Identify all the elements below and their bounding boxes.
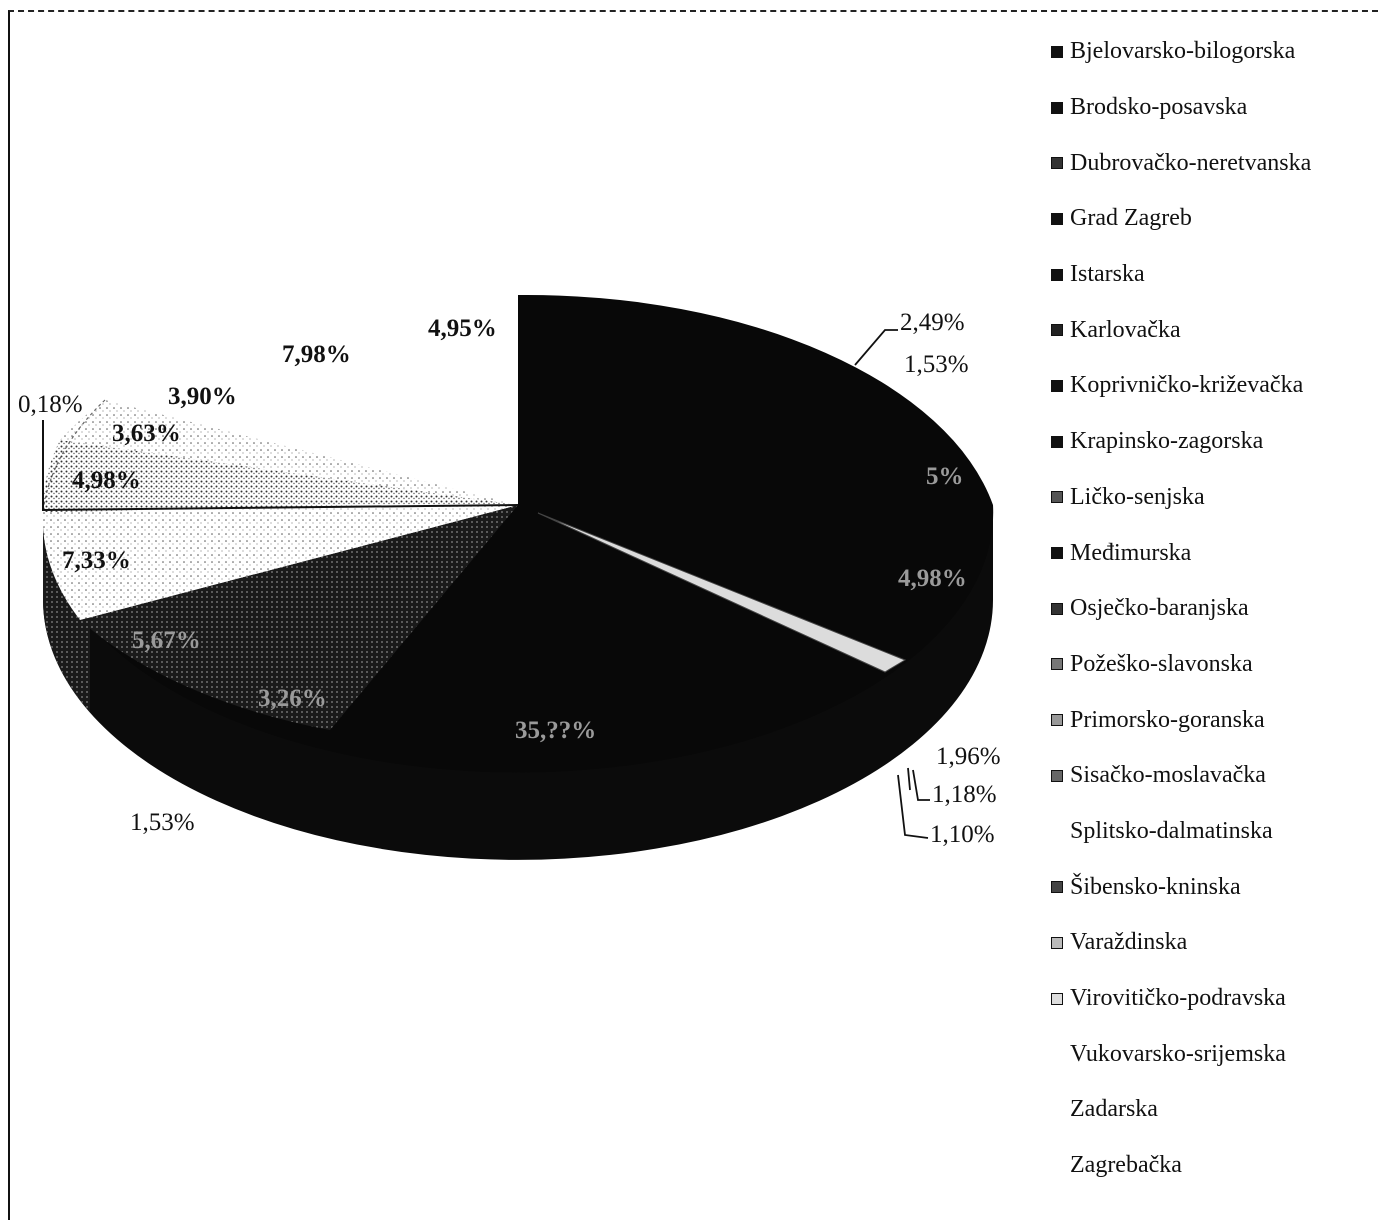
legend-swatch <box>1051 658 1063 671</box>
legend-swatch <box>1051 992 1063 1005</box>
leader-1-18 <box>912 769 930 801</box>
legend-label: Međimurska <box>1070 539 1192 566</box>
legend-swatch <box>1051 491 1063 504</box>
legend-label: Istarska <box>1070 261 1145 288</box>
legend-swatch <box>1051 769 1063 782</box>
legend-label: Vukovarsko-srijemska <box>1070 1040 1286 1067</box>
legend-label: Primorsko-goranska <box>1070 706 1265 733</box>
label-5-67: 5,67% <box>132 627 201 654</box>
legend-item: Virovitičko-podravska <box>1040 971 1370 1027</box>
legend-swatch <box>1051 936 1063 949</box>
legend-swatch <box>1051 1104 1063 1116</box>
legend-item: Šibensko-kninska <box>1040 859 1370 915</box>
label-0-18: 0,18% <box>18 391 83 418</box>
legend-item: Karlovačka <box>1040 302 1370 358</box>
legend-item: Brodsko-posavska <box>1040 80 1370 136</box>
legend-label: Zagrebačka <box>1070 1152 1182 1179</box>
chart-legend: Bjelovarsko-bilogorska Brodsko-posavska Du… <box>1040 24 1370 1193</box>
legend-label: Brodsko-posavska <box>1070 94 1248 121</box>
legend-swatch <box>1051 825 1063 837</box>
legend-label: Zadarska <box>1070 1096 1158 1123</box>
leader-1-96 <box>907 767 911 791</box>
pie-slice-dotted-dark <box>80 505 518 730</box>
label-1-53-top: 1,53% <box>904 351 969 378</box>
pie-slice-white-top <box>105 294 518 505</box>
legend-swatch <box>1051 1048 1063 1060</box>
legend-swatch <box>1051 101 1063 114</box>
label-4-98-right: 4,98% <box>898 565 967 592</box>
legend-swatch <box>1051 602 1063 615</box>
legend-label: Koprivničko-križevačka <box>1070 372 1304 399</box>
legend-item: Grad Zagreb <box>1040 191 1370 247</box>
label-5-right: 5% <box>926 463 964 490</box>
legend-swatch <box>1051 324 1063 337</box>
legend-swatch <box>1051 212 1063 225</box>
legend-label: Bjelovarsko-bilogorska <box>1070 38 1296 65</box>
legend-label: Osječko-baranjska <box>1070 595 1249 622</box>
legend-label: Krapinsko-zagorska <box>1070 428 1264 455</box>
pie-side-band-left-pattern <box>43 510 90 712</box>
label-1-18: 1,18% <box>932 781 997 808</box>
legend-label: Grad Zagreb <box>1070 205 1192 232</box>
legend-item: Zadarska <box>1040 1082 1370 1138</box>
legend-item: Splitsko-dalmatinska <box>1040 804 1370 860</box>
legend-swatch <box>1051 1160 1063 1172</box>
legend-item: Koprivničko-križevačka <box>1040 358 1370 414</box>
legend-label: Virovitičko-podravska <box>1070 985 1286 1012</box>
legend-swatch <box>1051 379 1063 392</box>
legend-item: Dubrovačko-neretvanska <box>1040 135 1370 191</box>
legend-swatch <box>1051 157 1063 170</box>
legend-label: Šibensko-kninska <box>1070 873 1241 900</box>
legend-swatch <box>1051 881 1063 894</box>
legend-label: Varaždinska <box>1070 929 1188 956</box>
legend-item: Međimurska <box>1040 525 1370 581</box>
legend-label: Sisačko-moslavačka <box>1070 762 1266 789</box>
legend-item: Vukovarsko-srijemska <box>1040 1026 1370 1082</box>
label-4-95: 4,95% <box>428 315 497 342</box>
leader-2-49 <box>854 329 898 366</box>
legend-item: Primorsko-goranska <box>1040 692 1370 748</box>
label-7-98: 7,98% <box>282 341 351 368</box>
pie-slice-light-sliver <box>537 512 907 673</box>
legend-swatch <box>1051 45 1063 58</box>
label-1-10: 1,10% <box>930 821 995 848</box>
label-7-33: 7,33% <box>62 547 131 574</box>
legend-item: Bjelovarsko-bilogorska <box>1040 24 1370 80</box>
legend-item: Osječko-baranjska <box>1040 581 1370 637</box>
leader-0-18 <box>42 420 519 512</box>
label-3-26: 3,26% <box>258 685 327 712</box>
legend-swatch <box>1051 547 1063 560</box>
legend-label: Ličko-senjska <box>1070 483 1205 510</box>
legend-item: Krapinsko-zagorska <box>1040 414 1370 470</box>
pie-slice-7-33 <box>42 505 519 620</box>
label-center: 35,??% <box>515 717 596 744</box>
legend-label: Karlovačka <box>1070 316 1181 343</box>
legend-label: Splitsko-dalmatinska <box>1070 817 1273 844</box>
label-3-90: 3,90% <box>168 383 237 410</box>
legend-item: Varaždinska <box>1040 915 1370 971</box>
legend-item: Sisačko-moslavačka <box>1040 748 1370 804</box>
chart-frame <box>8 10 1378 1220</box>
pie-slice-3-63 <box>60 400 518 505</box>
label-3-63: 3,63% <box>112 420 181 447</box>
leader-1-10 <box>897 774 929 839</box>
legend-item: Ličko-senjska <box>1040 470 1370 526</box>
legend-item: Istarska <box>1040 247 1370 303</box>
pie-chart: 4,95% 7,98% 3,90% 0,18% 3,63% 4,98% 7,33… <box>18 294 1001 860</box>
label-2-49: 2,49% <box>900 309 965 336</box>
pie-slice-4-98-light <box>42 440 519 512</box>
legend-label: Dubrovačko-neretvanska <box>1070 149 1312 176</box>
label-1-53-bottom: 1,53% <box>130 809 195 836</box>
pie-side-band <box>43 510 993 860</box>
legend-item: Zagrebačka <box>1040 1138 1370 1194</box>
label-4-98-left: 4,98% <box>72 467 141 494</box>
legend-label: Požeško-slavonska <box>1070 650 1253 677</box>
legend-item: Požeško-slavonska <box>1040 637 1370 693</box>
legend-swatch <box>1051 435 1063 448</box>
label-1-96: 1,96% <box>936 743 1001 770</box>
legend-swatch <box>1051 714 1063 727</box>
legend-swatch <box>1051 268 1063 281</box>
